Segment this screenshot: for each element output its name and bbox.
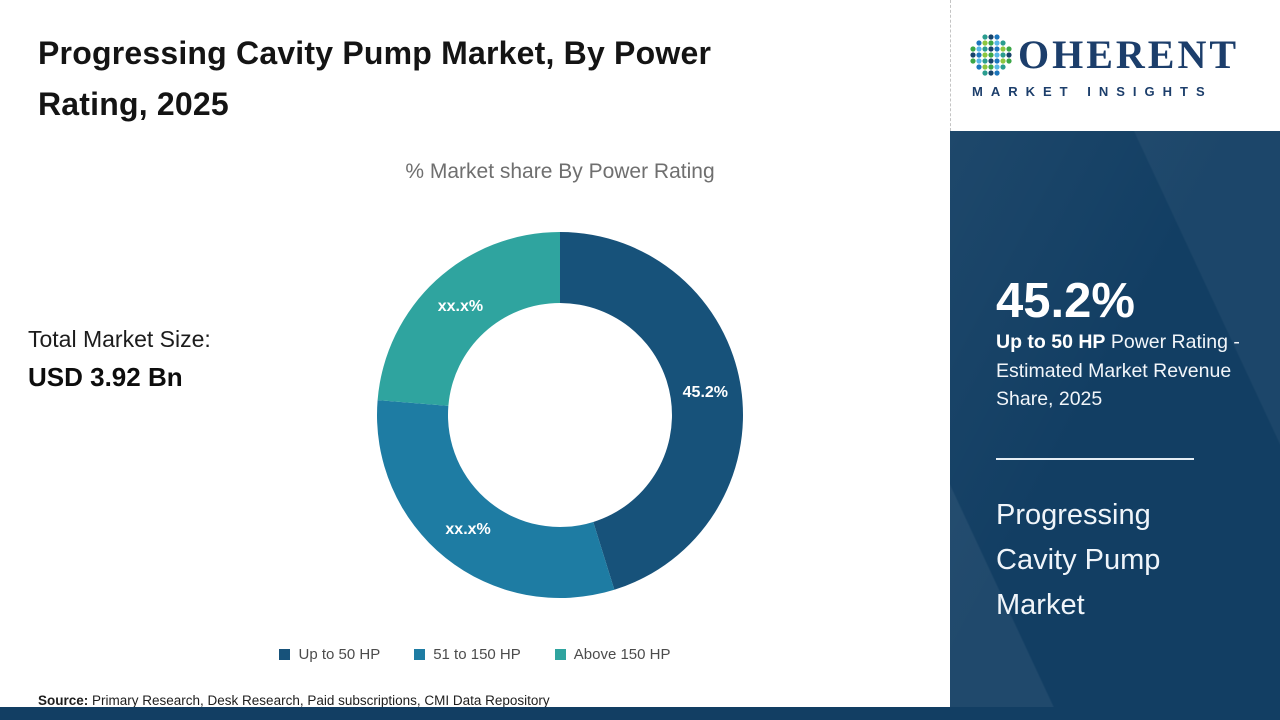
sidebar-stat-rest: Power Rating - Estimated Market Revenue … [996,331,1240,410]
total-market-size-label: Total Market Size: [28,326,211,352]
legend-swatch-icon [554,649,566,660]
brand-tagline: MARKET INSIGHTS [972,83,1213,99]
coherent-globe-icon [970,33,1012,76]
legend-swatch-icon [414,649,426,660]
sidebar-divider [996,458,1194,460]
legend-label: 51 to 150 HP [433,646,521,663]
brand-name: OHERENT [1018,31,1240,77]
sidebar-stat-value: 45.2% [996,274,1135,328]
source-note: Source: Primary Research, Desk Research,… [38,693,550,708]
chart-title: % Market share By Power Rating [405,160,715,183]
donut-segment-3 [377,232,560,406]
legend-item-2: 51 to 150 HP [414,646,521,663]
donut-segment-label: 45.2% [683,384,728,401]
page-title: Progressing Cavity Pump Market, By Power… [38,35,712,122]
donut-segment-2 [376,400,615,599]
sidebar-stat-highlight: Up to 50 HP [996,331,1106,353]
sidebar-panel: 45.2% Up to 50 HP Power Rating - Estimat… [950,131,1280,720]
total-market-size-value: USD 3.92 Bn [28,362,183,392]
legend-item-1: Up to 50 HP [279,646,380,663]
legend-item-3: Above 150 HP [554,646,671,663]
bottom-accent-bar [0,707,1280,720]
donut-segment-label: xx.x% [438,298,483,315]
donut-segment-1 [560,232,744,590]
sidebar-stat-text: Up to 50 HP Power Rating - Estimated Mar… [996,328,1246,414]
source-label: Source: [38,693,89,708]
brand-logo-row: OHERENT [969,33,1280,77]
donut-segment-label: xx.x% [445,521,490,538]
legend-label: Up to 50 HP [298,646,381,663]
donut-chart: 45.2% xx.x% xx.x% [376,232,744,599]
total-market-size: Total Market Size: USD 3.92 Bn [28,326,211,393]
legend-swatch-icon [279,649,291,660]
legend-label: Above 150 HP [573,646,671,663]
sidebar-product-name: Progressing Cavity Pump Market [996,499,1161,621]
chart-legend: Up to 50 HP 51 to 150 HP Above 150 HP [0,646,950,663]
brand-logo-area: OHERENT MARKET INSIGHTS [950,0,1280,131]
source-text: Primary Research, Desk Research, Paid su… [88,693,550,708]
